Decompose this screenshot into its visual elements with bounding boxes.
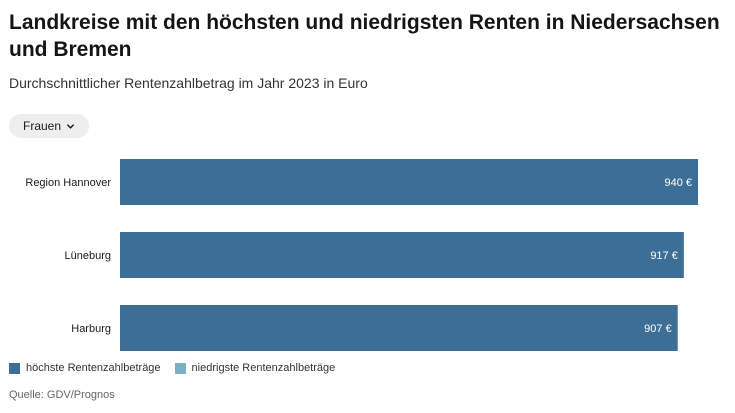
value-label-region-hannover: 940 €: [664, 177, 692, 189]
category-label-lüneburg: Lüneburg: [65, 250, 112, 262]
legend-item-highest[interactable]: höchste Rentenzahlbeträge: [9, 362, 161, 374]
legend-label-highest: höchste Rentenzahlbeträge: [26, 362, 161, 374]
bar-region-hannover[interactable]: [120, 159, 698, 205]
legend-label-lowest: niedrigste Rentenzahlbeträge: [191, 362, 336, 374]
chart-source: Quelle: GDV/Prognos: [9, 389, 115, 401]
chart-title: Landkreise mit den höchsten und niedrigs…: [9, 11, 720, 61]
category-label-harburg: Harburg: [71, 323, 111, 335]
bar-harburg[interactable]: [120, 305, 678, 351]
legend-item-lowest[interactable]: niedrigste Rentenzahlbeträge: [174, 362, 336, 374]
chevron-down-icon: [67, 123, 74, 129]
legend-swatch-highest: [9, 362, 20, 374]
bar-chart: Region Hannover 940 € Lüneburg 917 € Harburg…: [25, 159, 698, 351]
legend-swatch-lowest: [174, 362, 186, 374]
filter-selected-label: Frauen: [23, 119, 62, 133]
value-label-harburg: 907 €: [644, 323, 672, 335]
value-label-lüneburg: 917 €: [650, 250, 678, 262]
category-label-region-hannover: Region Hannover: [25, 177, 111, 189]
chart-subtitle: Durchschnittlicher Rentenzahlbetrag im J…: [9, 75, 368, 91]
gender-filter-dropdown[interactable]: Frauen: [9, 114, 90, 138]
chart-legend: höchste Rentenzahlbeträge niedrigste Ren…: [9, 362, 335, 374]
bar-lüneburg[interactable]: [120, 232, 684, 278]
